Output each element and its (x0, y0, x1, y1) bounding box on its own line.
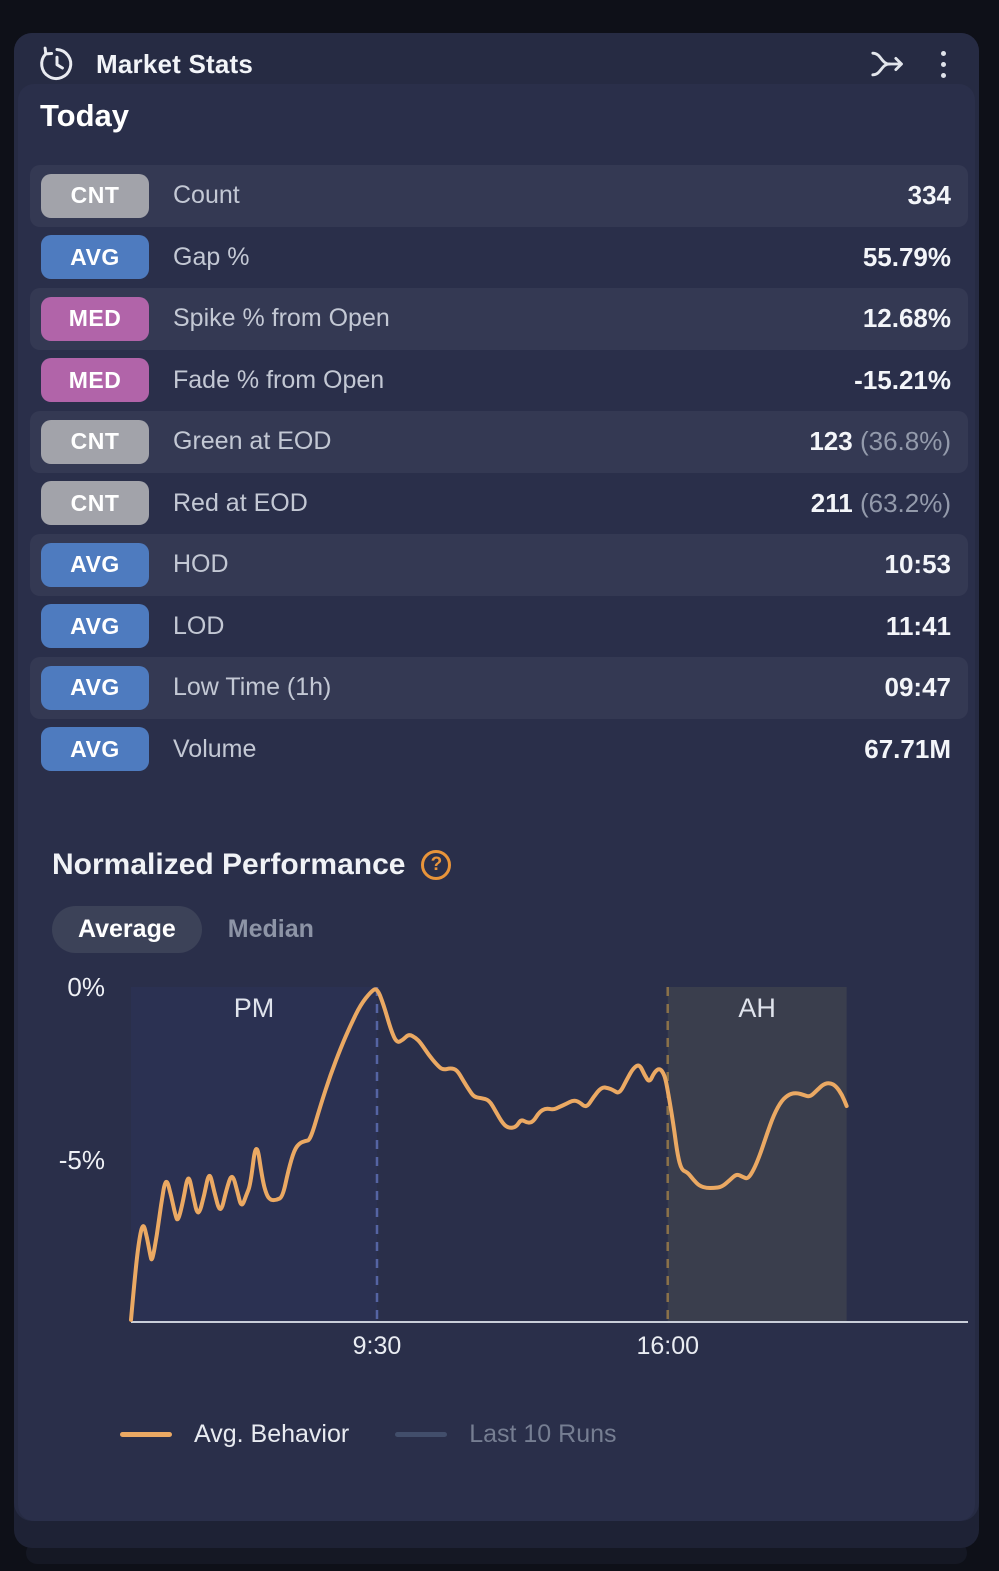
stat-row: MED Spike % from Open 12.68% (30, 288, 968, 350)
aggregation-badge[interactable]: CNT (41, 173, 149, 218)
legend-label: Last 10 Runs (469, 1420, 617, 1448)
stat-subvalue: (63.2%) (852, 487, 951, 518)
stat-value: 211 (63.2%) (810, 487, 951, 518)
kebab-menu-icon[interactable] (933, 44, 953, 84)
stat-label: Count (173, 181, 240, 210)
stat-label: Gap % (173, 242, 250, 271)
help-icon[interactable]: ? (421, 850, 452, 880)
tab-average[interactable]: Average (52, 906, 202, 953)
widget-title: Market Stats (96, 48, 254, 79)
stat-value: 55.79% (862, 241, 951, 272)
stat-row: CNT Count 334 (30, 165, 968, 227)
stat-value: 12.68% (862, 303, 951, 334)
stat-label: LOD (173, 611, 225, 640)
aggregation-badge[interactable]: MED (41, 358, 149, 403)
aggregation-badge[interactable]: AVG (41, 542, 149, 587)
y-tick-label: 0% (67, 972, 105, 1002)
history-icon (36, 43, 78, 85)
x-tick-label: 9:30 (353, 1332, 402, 1360)
region-ah (667, 987, 847, 1322)
stat-label: Red at EOD (173, 488, 308, 517)
stat-label: Low Time (1h) (173, 673, 332, 702)
aggregation-badge[interactable]: CNT (41, 481, 149, 526)
stat-subvalue: (36.8%) (852, 426, 951, 457)
stat-label: Green at EOD (173, 427, 332, 456)
stats-table: CNT Count 334 AVG Gap % 55.79% MED Spike… (30, 165, 968, 780)
stat-row: AVG Low Time (1h) 09:47 (30, 657, 968, 719)
stat-row: MED Fade % from Open -15.21% (30, 350, 968, 412)
market-stats-widget: Market Stats Today CNT Count 334 AVG Gap… (14, 33, 979, 1521)
stat-row: AVG Volume 67.71M (30, 719, 968, 781)
stat-label: Fade % from Open (173, 365, 385, 394)
chart-mode-tabs: Average Median (52, 906, 314, 953)
stat-row: CNT Green at EOD 123 (36.8%) (30, 411, 968, 473)
normalized-performance-chart: PM AH 9:30 16:00 0% -5% (59, 972, 968, 1360)
legend-line-swatch (395, 1432, 448, 1437)
stat-label: Spike % from Open (173, 304, 390, 333)
stat-row: AVG Gap % 55.79% (30, 227, 968, 289)
stat-value: 10:53 (884, 549, 952, 580)
legend-item[interactable]: Last 10 Runs (395, 1420, 617, 1449)
merge-icon[interactable] (867, 44, 907, 84)
region-label-pm: PM (234, 993, 275, 1023)
legend-item[interactable]: Avg. Behavior (120, 1420, 349, 1449)
widget-content-card: Today CNT Count 334 AVG Gap % 55.79% MED… (18, 84, 975, 1521)
y-tick-label: -5% (59, 1145, 105, 1175)
aggregation-badge[interactable]: AVG (41, 235, 149, 280)
stat-label: HOD (173, 550, 229, 579)
aggregation-badge[interactable]: CNT (41, 419, 149, 464)
aggregation-badge[interactable]: AVG (41, 727, 149, 772)
region-label-ah: AH (738, 993, 776, 1023)
stat-value: 67.71M (864, 733, 951, 764)
stat-row: AVG HOD 10:53 (30, 534, 968, 596)
x-tick-label: 16:00 (636, 1332, 699, 1360)
performance-section-header: Normalized Performance ? (52, 848, 452, 882)
legend-label: Avg. Behavior (194, 1420, 350, 1448)
stat-value: 334 (907, 180, 951, 211)
stat-value: 09:47 (884, 672, 952, 703)
stat-value: 11:41 (885, 610, 951, 641)
widget-header: Market Stats (14, 33, 979, 95)
stat-row: CNT Red at EOD 211 (63.2%) (30, 473, 968, 535)
stat-value: 123 (36.8%) (809, 426, 951, 457)
today-section-title: Today (40, 98, 129, 133)
legend-line-swatch (120, 1432, 172, 1437)
aggregation-badge[interactable]: AVG (41, 665, 149, 710)
chart-legend: Avg. Behavior Last 10 Runs (120, 1420, 617, 1449)
performance-section-title: Normalized Performance (52, 848, 406, 881)
stat-value: -15.21% (854, 364, 951, 395)
stat-row: AVG LOD 11:41 (30, 596, 968, 658)
stat-label: Volume (173, 734, 257, 763)
tab-median[interactable]: Median (227, 915, 314, 943)
avg-behavior-line (129, 987, 849, 1322)
aggregation-badge[interactable]: MED (41, 296, 149, 341)
aggregation-badge[interactable]: AVG (41, 604, 149, 649)
